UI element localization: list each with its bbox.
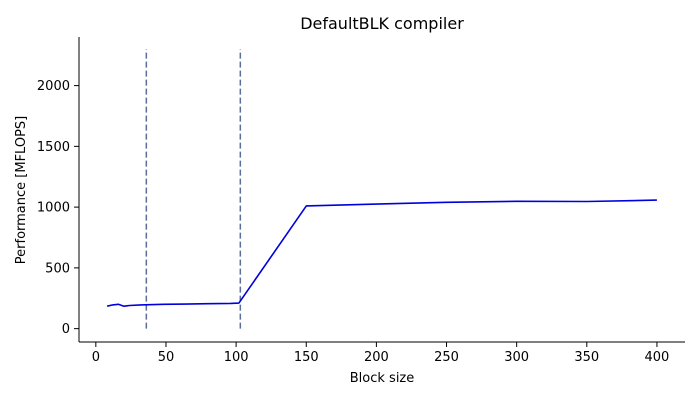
y-tick-label: 2000 (37, 79, 70, 94)
y-tick-label: 500 (45, 261, 70, 276)
x-ticks: 0 50 100 150 200 250 300 350 400 (92, 342, 670, 365)
series-line (106, 199, 657, 308)
x-tick-label: 50 (158, 350, 175, 365)
chart-title: DefaultBLK compiler (300, 14, 464, 33)
x-tick-label: 200 (364, 350, 389, 365)
x-tick-label: 0 (92, 350, 100, 365)
data-series (106, 199, 657, 308)
y-tick-label: 1500 (37, 140, 70, 155)
y-ticks: 0 500 1000 1500 2000 (37, 79, 79, 337)
y-tick-label: 1000 (37, 201, 70, 216)
x-tick-label: 350 (574, 350, 599, 365)
x-tick-label: 100 (224, 350, 249, 365)
reference-lines (145, 49, 242, 329)
x-tick-label: 400 (645, 350, 670, 365)
x-tick-label: 150 (294, 350, 319, 365)
y-tick-label: 0 (62, 322, 70, 337)
x-tick-label: 300 (504, 350, 529, 365)
y-axis-label: Performance [MFLOPS] (14, 116, 29, 264)
x-tick-label: 250 (434, 350, 459, 365)
x-axis-label: Block size (350, 371, 415, 386)
